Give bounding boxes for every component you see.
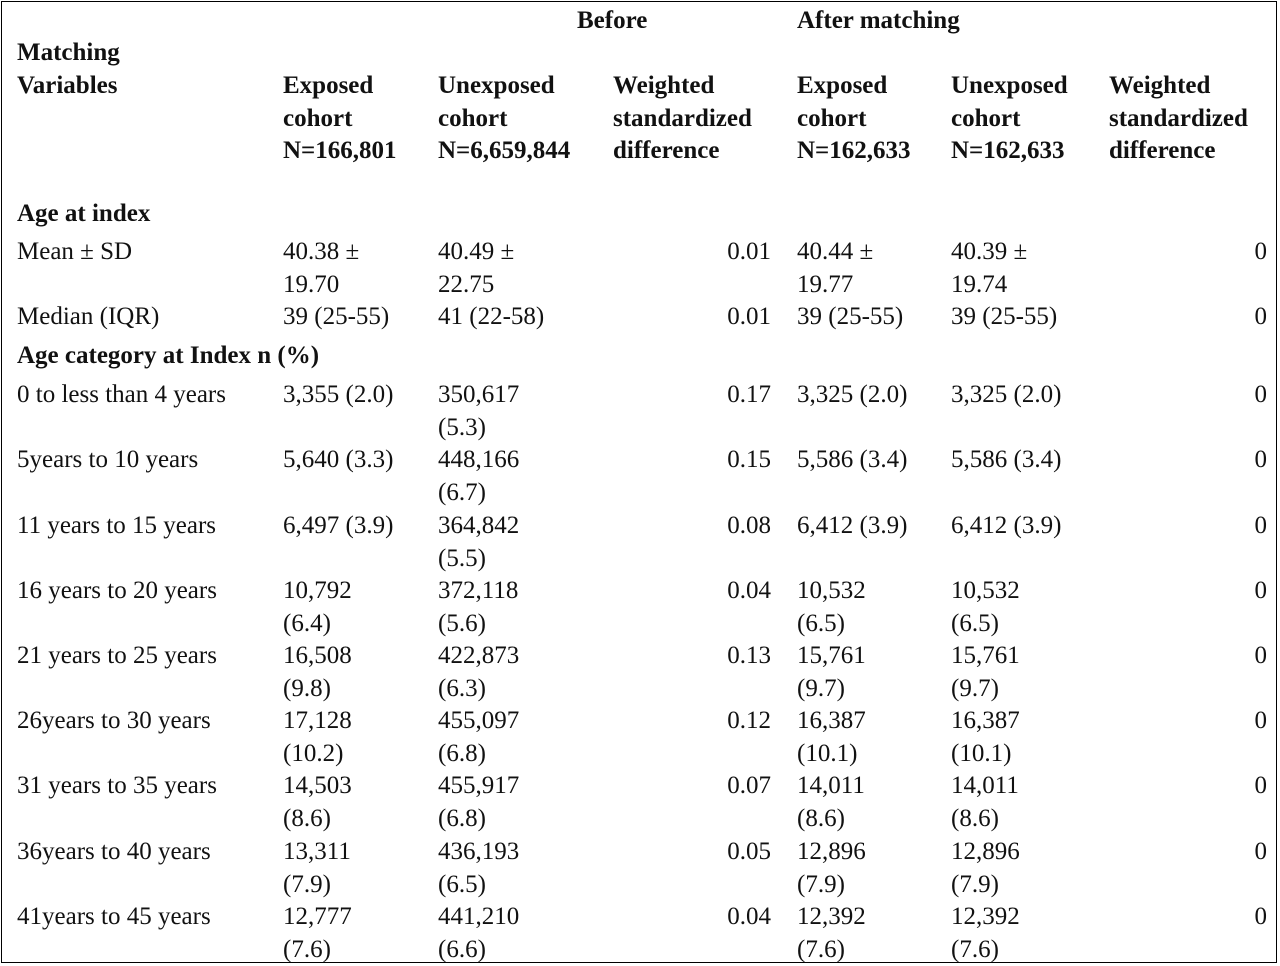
before-wsd-cell: 0.15 [727, 446, 771, 473]
row-label: 0 to less than 4 years [17, 381, 226, 408]
header-before-exposed: Exposed cohort N=166,801 [283, 72, 397, 164]
after-unexposed-cell: 12,896 (7.9) [951, 838, 1020, 898]
before-wsd-cell: 0.04 [727, 577, 771, 604]
before-exposed-cell: 12,777 (7.6) [283, 903, 352, 963]
after-unexposed-cell: 10,532 (6.5) [951, 577, 1020, 637]
after-wsd-cell: 0 [1254, 707, 1268, 734]
header-after-wsd: Weighted standardized difference [1109, 72, 1248, 164]
after-exposed-cell: 40.44 ±19.77 [797, 238, 874, 298]
before-unexposed-cell: 350,617 (5.3) [438, 381, 520, 441]
before-exposed-cell: 13,311 (7.9) [283, 838, 351, 898]
after-unexposed-cell: 16,387 (10.1) [951, 707, 1020, 767]
before-wsd-cell: 0.04 [727, 903, 771, 930]
before-exposed-cell: 40.38 ±19.70 [283, 238, 360, 298]
row-label: 26years to 30 years [17, 707, 211, 734]
before-wsd-cell: 0.17 [727, 381, 771, 408]
header-before-wsd: Weighted standardized difference [613, 72, 752, 164]
before-exposed-cell: 17,128 (10.2) [283, 707, 352, 767]
row-label: Mean ± SD [17, 238, 133, 265]
after-wsd-cell: 0 [1254, 838, 1268, 865]
after-wsd-cell: 0 [1254, 238, 1268, 265]
before-unexposed-cell: 372,118 (5.6) [438, 577, 519, 637]
before-unexposed-cell: 41 (22-58) [438, 303, 545, 330]
after-unexposed-cell: 40.39 ±19.74 [951, 238, 1028, 298]
row-label: Median (IQR) [17, 303, 160, 330]
group-before-label: Before [577, 7, 648, 34]
after-wsd-cell: 0 [1254, 577, 1268, 604]
after-wsd-cell: 0 [1254, 772, 1268, 799]
before-wsd-cell: 0.01 [727, 303, 771, 330]
section-age-at-index: Age at index [17, 200, 151, 227]
after-exposed-cell: 12,896 (7.9) [797, 838, 866, 898]
before-unexposed-cell: 455,917 (6.8) [438, 772, 520, 832]
before-exposed-cell: 6,497 (3.9) [283, 512, 394, 539]
row-label: 5years to 10 years [17, 446, 199, 473]
row-label: 11 years to 15 years [17, 512, 217, 539]
after-exposed-cell: 15,761 (9.7) [797, 642, 866, 702]
after-exposed-cell: 14,011 (8.6) [797, 772, 865, 832]
before-exposed-cell: 14,503 (8.6) [283, 772, 352, 832]
header-before-unexposed: Unexposed cohort N=6,659,844 [438, 72, 571, 164]
before-exposed-cell: 3,355 (2.0) [283, 381, 394, 408]
after-exposed-cell: 16,387 (10.1) [797, 707, 866, 767]
header-variables: Matching Variables [17, 39, 120, 99]
row-label: 16 years to 20 years [17, 577, 217, 604]
after-wsd-cell: 0 [1254, 446, 1268, 473]
after-wsd-cell: 0 [1254, 303, 1268, 330]
before-exposed-cell: 39 (25-55) [283, 303, 390, 330]
section-age-category: Age category at Index n (%) [17, 342, 320, 369]
after-wsd-cell: 0 [1254, 903, 1268, 930]
before-unexposed-cell: 40.49 ±22.75 [438, 238, 515, 298]
before-exposed-cell: 16,508 (9.8) [283, 642, 352, 702]
after-exposed-cell: 39 (25-55) [797, 303, 904, 330]
before-unexposed-cell: 422,873 (6.3) [438, 642, 520, 702]
before-unexposed-cell: 436,193 (6.5) [438, 838, 520, 898]
before-unexposed-cell: 455,097 (6.8) [438, 707, 520, 767]
before-exposed-cell: 5,640 (3.3) [283, 446, 394, 473]
after-exposed-cell: 3,325 (2.0) [797, 381, 908, 408]
after-exposed-cell: 12,392 (7.6) [797, 903, 866, 963]
before-wsd-cell: 0.13 [727, 642, 771, 669]
after-unexposed-cell: 14,011 (8.6) [951, 772, 1019, 832]
group-after-label: After matching [797, 7, 960, 34]
after-unexposed-cell: 5,586 (3.4) [951, 446, 1062, 473]
after-unexposed-cell: 6,412 (3.9) [951, 512, 1062, 539]
after-wsd-cell: 0 [1254, 381, 1268, 408]
header-after-exposed: Exposed cohort N=162,633 [797, 72, 911, 164]
before-wsd-cell: 0.12 [727, 707, 771, 734]
before-unexposed-cell: 364,842 (5.5) [438, 512, 520, 572]
before-wsd-cell: 0.05 [727, 838, 771, 865]
after-exposed-cell: 6,412 (3.9) [797, 512, 908, 539]
before-wsd-cell: 0.08 [727, 512, 771, 539]
header-after-unexposed: Unexposed cohort N=162,633 [951, 72, 1068, 164]
after-unexposed-cell: 3,325 (2.0) [951, 381, 1062, 408]
before-wsd-cell: 0.07 [727, 772, 771, 799]
after-unexposed-cell: 15,761 (9.7) [951, 642, 1020, 702]
after-wsd-cell: 0 [1254, 512, 1268, 539]
row-label: 21 years to 25 years [17, 642, 217, 669]
row-label: 41years to 45 years [17, 903, 211, 930]
row-label: 31 years to 35 years [17, 772, 217, 799]
after-wsd-cell: 0 [1254, 642, 1268, 669]
before-exposed-cell: 10,792 (6.4) [283, 577, 352, 637]
before-unexposed-cell: 448,166 (6.7) [438, 446, 520, 506]
row-label: 36years to 40 years [17, 838, 211, 865]
before-unexposed-cell: 441,210 (6.6) [438, 903, 520, 963]
before-wsd-cell: 0.01 [727, 238, 771, 265]
after-unexposed-cell: 39 (25-55) [951, 303, 1058, 330]
after-exposed-cell: 5,586 (3.4) [797, 446, 908, 473]
after-unexposed-cell: 12,392 (7.6) [951, 903, 1020, 963]
after-exposed-cell: 10,532 (6.5) [797, 577, 866, 637]
